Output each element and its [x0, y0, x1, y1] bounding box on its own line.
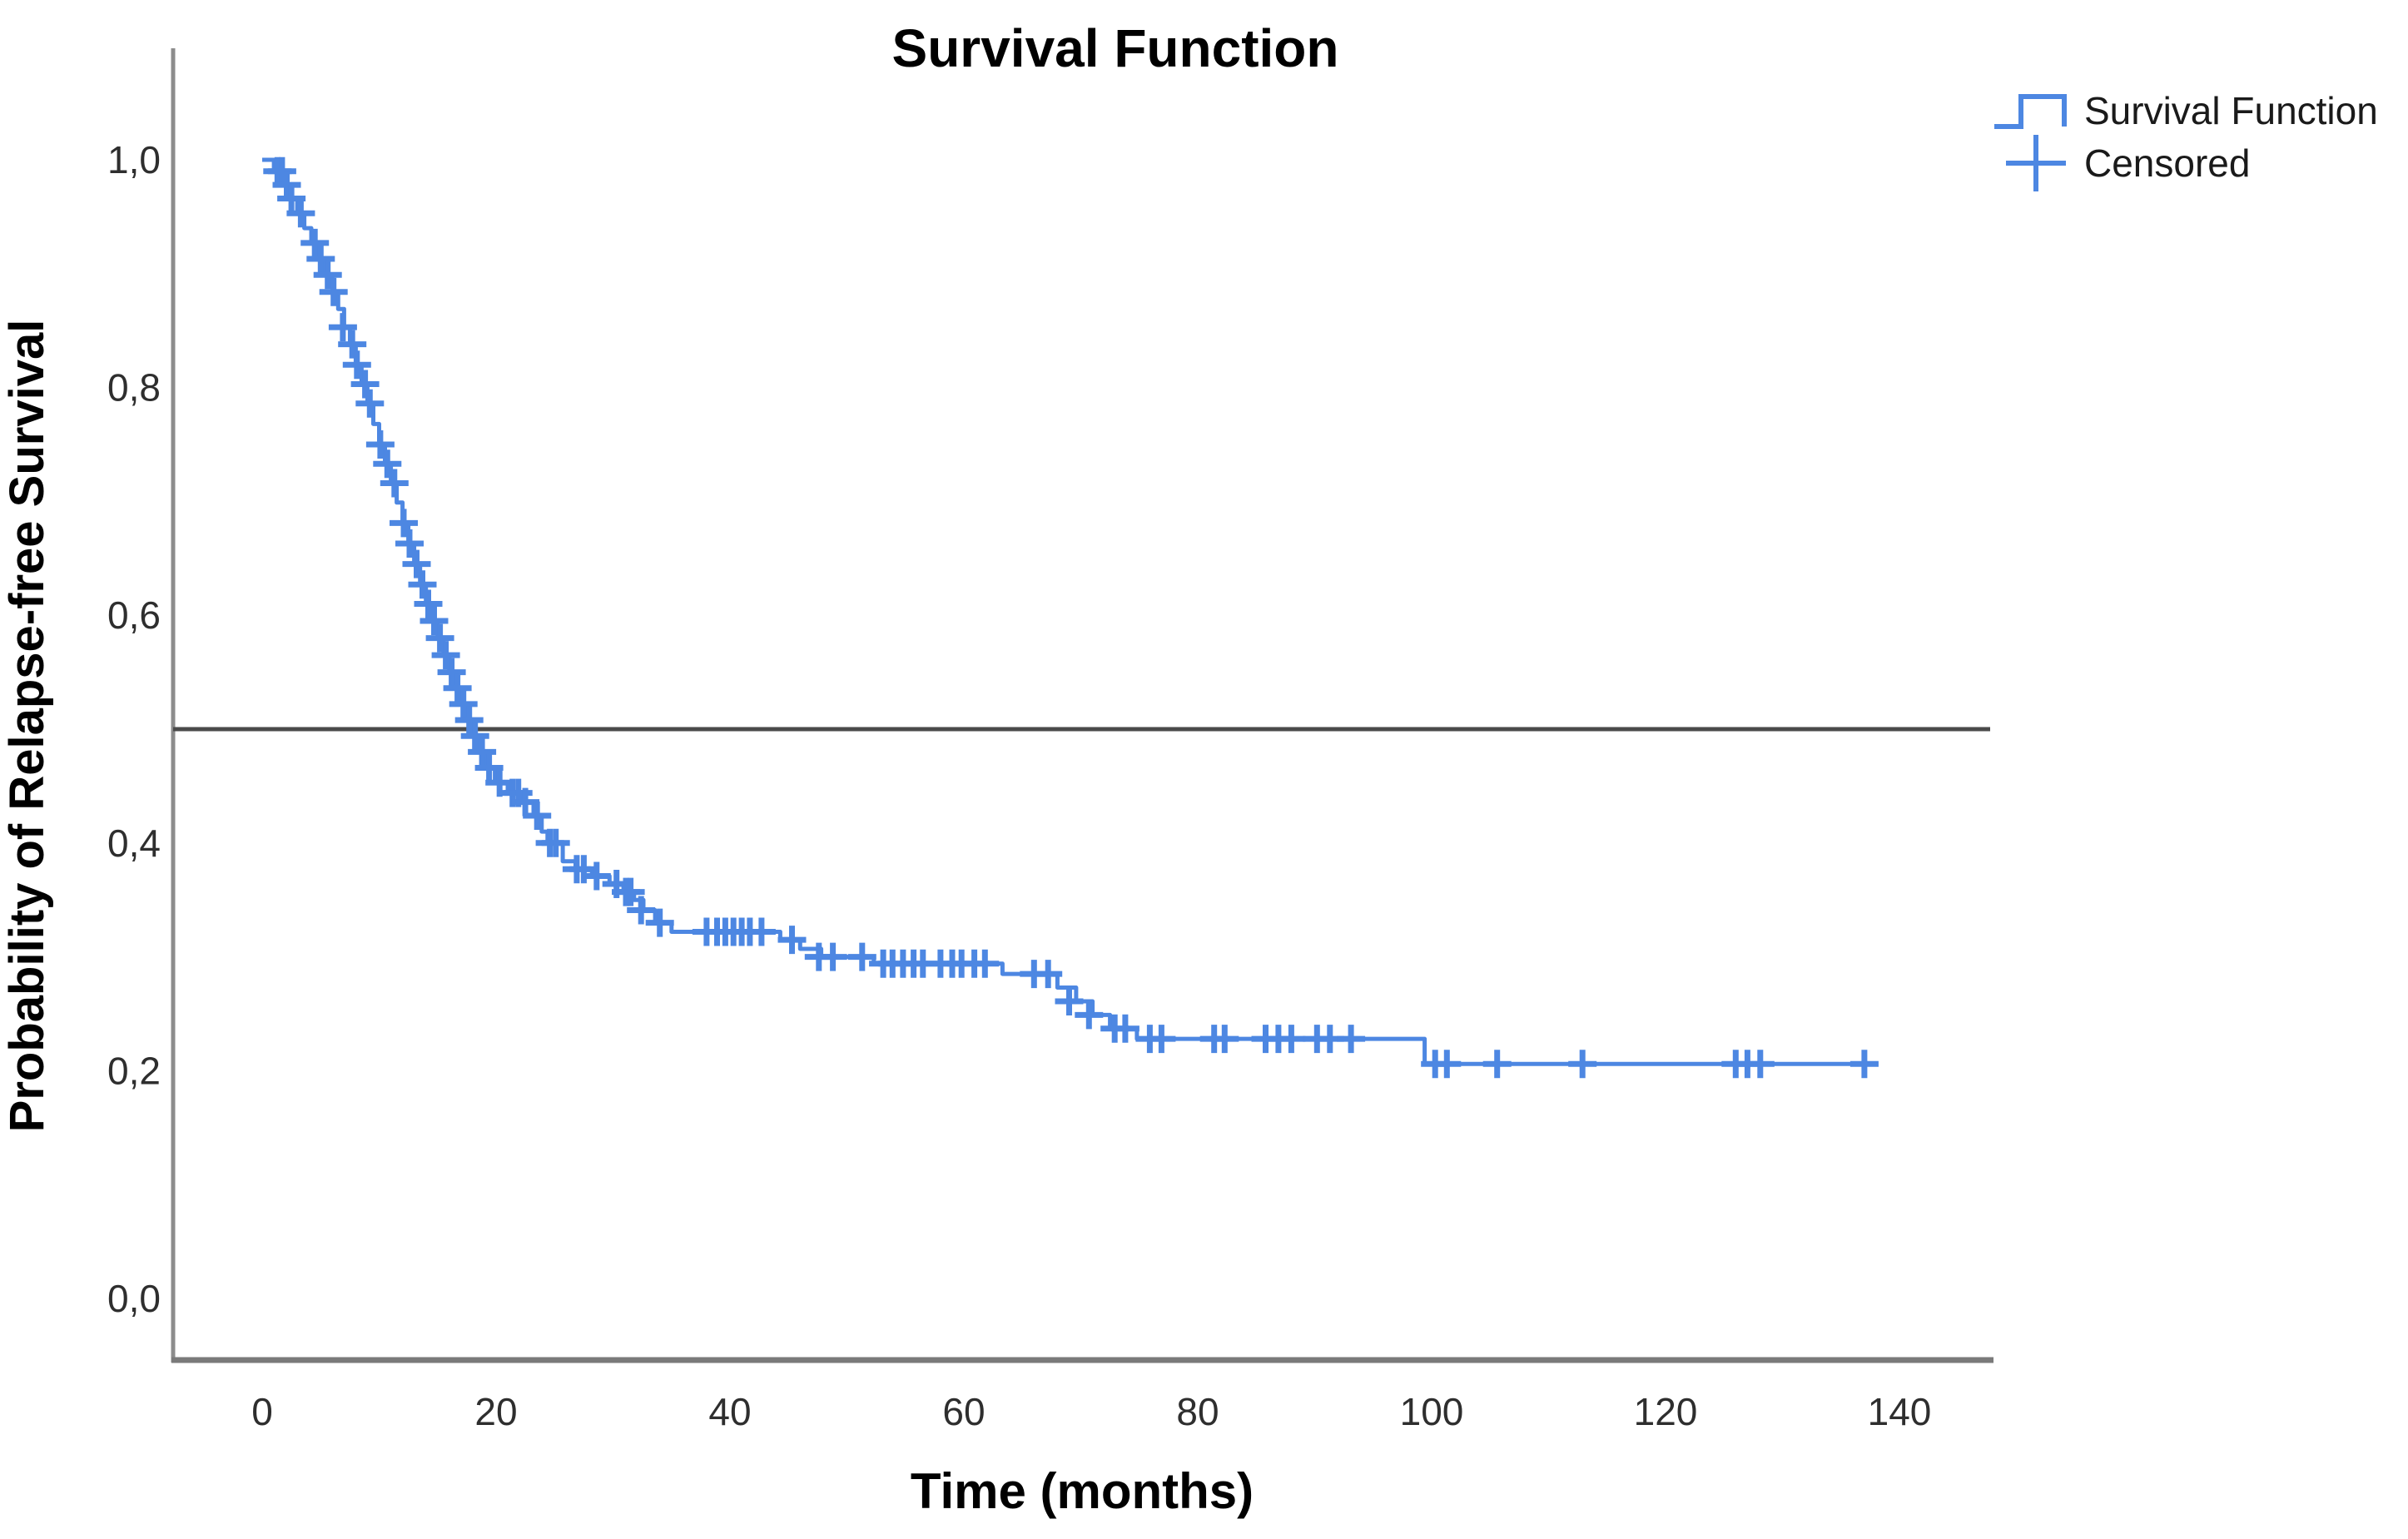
x-tick-label: 60	[942, 1390, 985, 1433]
censor-mark	[300, 228, 330, 257]
x-tick-label: 0	[251, 1390, 273, 1433]
legend: Survival Function Censored	[1994, 89, 2378, 191]
censor-mark	[443, 673, 472, 702]
censor-mark	[373, 449, 402, 479]
censor-mark	[328, 313, 357, 342]
x-axis-label: Time (months)	[911, 1463, 1254, 1519]
censor-mark	[267, 156, 296, 186]
censor-mark	[350, 370, 380, 399]
censored-markers	[263, 156, 1879, 1079]
censor-mark	[645, 908, 674, 937]
y-tick-label: 0,8	[107, 366, 161, 410]
censor-mark	[523, 802, 552, 830]
censor-mark	[1277, 1025, 1306, 1054]
censor-mark	[454, 706, 484, 735]
censor-mark	[414, 589, 443, 618]
x-tick-label: 20	[474, 1390, 517, 1433]
y-tick-label: 0,0	[107, 1277, 161, 1320]
legend-label-censored: Censored	[2084, 141, 2250, 185]
survival-curve-line	[262, 157, 1879, 1066]
censor-mark	[1075, 1000, 1104, 1030]
censor-mark	[425, 623, 454, 653]
censor-mark	[1745, 1050, 1775, 1079]
censor-mark	[460, 722, 489, 751]
censor-mark	[616, 877, 645, 906]
censor-mark	[1849, 1050, 1879, 1079]
y-axis-label: Probability of Relapse-free Survival	[0, 320, 54, 1133]
censor-mark	[1034, 960, 1063, 989]
y-tick-label: 1,0	[107, 138, 161, 181]
censor-mark	[390, 509, 418, 538]
censor-mark	[338, 330, 367, 359]
censor-mark	[747, 917, 776, 946]
plus-icon	[2006, 135, 2066, 191]
x-tick-label: 80	[1176, 1390, 1219, 1433]
censor-mark	[277, 184, 306, 213]
y-axis-ticks: 1,0 0,8 0,6 0,4 0,2 0,0	[107, 138, 161, 1320]
censor-mark	[365, 430, 395, 459]
censor-mark	[818, 942, 847, 971]
censor-mark	[1568, 1050, 1597, 1079]
censor-mark	[1055, 987, 1084, 1015]
censor-mark	[286, 199, 315, 228]
censor-mark	[1482, 1050, 1512, 1079]
censor-mark	[380, 469, 409, 498]
censor-mark	[468, 737, 497, 767]
censor-mark	[1110, 1014, 1139, 1043]
y-tick-label: 0,6	[107, 593, 161, 637]
censor-mark	[319, 277, 348, 306]
censor-mark	[431, 641, 460, 670]
y-tick-label: 0,4	[107, 822, 161, 865]
censor-mark	[402, 549, 431, 578]
censor-mark	[313, 261, 342, 290]
x-tick-label: 40	[708, 1390, 751, 1433]
censor-mark	[971, 949, 1000, 978]
censor-mark	[627, 896, 656, 925]
censor-mark	[1432, 1050, 1462, 1079]
censor-mark	[306, 245, 335, 273]
censor-mark	[847, 942, 876, 971]
censor-mark	[272, 171, 301, 200]
censor-mark	[355, 389, 385, 418]
x-tick-label: 120	[1634, 1390, 1698, 1433]
censor-mark	[437, 658, 466, 687]
censor-mark	[408, 570, 437, 599]
chart-title: Survival Function	[892, 18, 1339, 78]
censor-mark	[1210, 1025, 1239, 1054]
y-tick-label: 0,2	[107, 1049, 161, 1092]
censor-mark	[395, 529, 424, 558]
x-axis-ticks: 0 20 40 60 80 100 120 140	[251, 1390, 1931, 1433]
censor-mark	[420, 607, 449, 635]
x-tick-label: 100	[1400, 1390, 1464, 1433]
censor-mark	[1337, 1025, 1366, 1054]
legend-label-survival: Survival Function	[2084, 89, 2378, 132]
censor-mark	[777, 926, 807, 955]
censor-mark	[1147, 1025, 1176, 1054]
censor-mark	[449, 689, 478, 718]
censor-mark	[541, 828, 570, 857]
step-line-icon	[1994, 94, 2067, 129]
x-tick-label: 140	[1868, 1390, 1932, 1433]
censor-mark	[342, 350, 371, 380]
censor-mark	[582, 861, 611, 891]
censor-mark	[474, 753, 504, 782]
